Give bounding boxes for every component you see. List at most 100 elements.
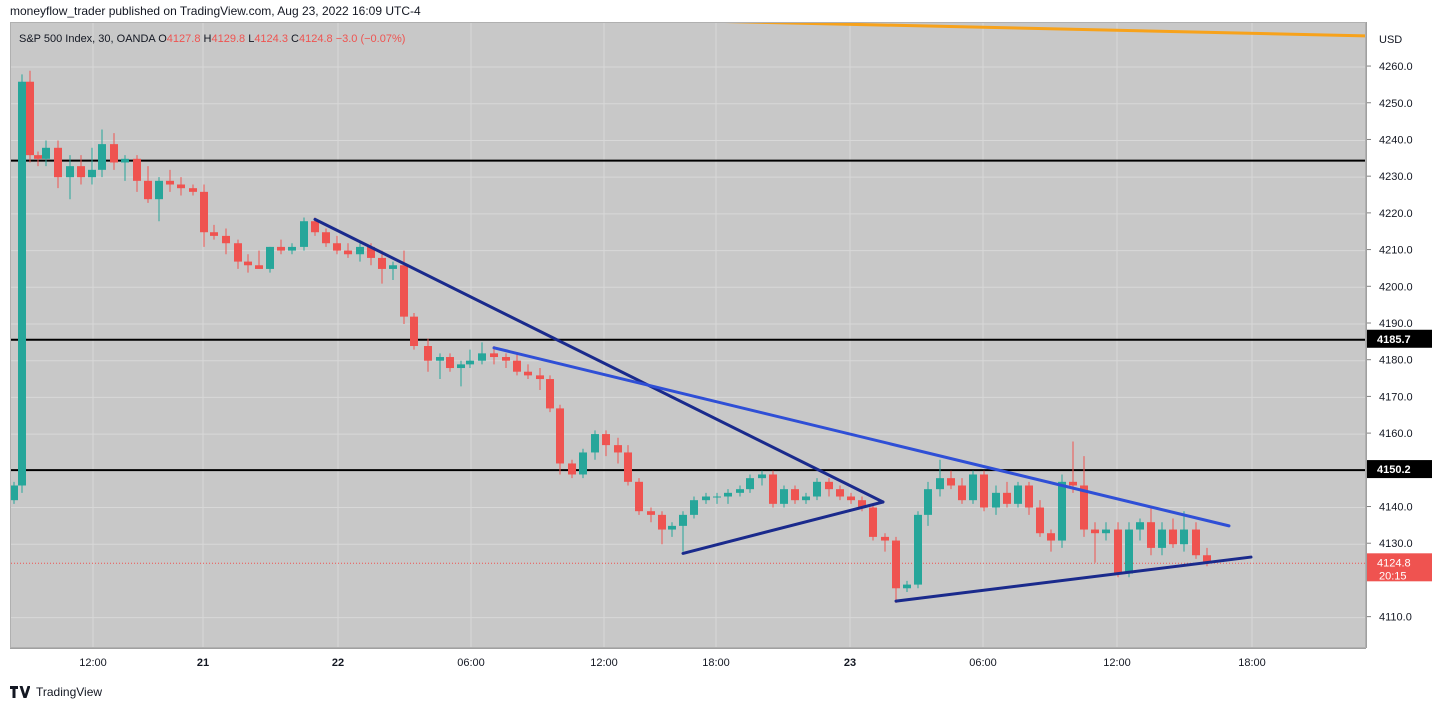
y-tick-label: 4240.0 xyxy=(1379,134,1413,146)
candle-body xyxy=(658,514,666,530)
y-tick-label: 4170.0 xyxy=(1379,391,1413,403)
candle-body xyxy=(668,525,676,530)
candle-body xyxy=(836,489,844,497)
candle-body xyxy=(18,81,26,486)
level-price-label: 4185.7 xyxy=(1377,334,1411,346)
candle-body xyxy=(992,492,1000,508)
footer-brand[interactable]: TradingView xyxy=(10,682,102,702)
candle-body xyxy=(980,474,988,508)
candle-body xyxy=(400,265,408,317)
legend-symbol: S&P 500 Index, 30, OANDA xyxy=(19,33,156,45)
candle-body xyxy=(647,511,655,515)
candle-body xyxy=(936,478,944,490)
candle-body xyxy=(436,357,444,361)
x-tick-label: 12:00 xyxy=(79,657,107,669)
candle-body xyxy=(1003,492,1011,504)
candle-body xyxy=(1014,485,1022,504)
x-tick-label: 18:00 xyxy=(1238,657,1266,669)
candle-body xyxy=(1080,485,1088,530)
candle-body xyxy=(713,496,721,498)
candle-body xyxy=(602,434,610,446)
footer-brand-label: TradingView xyxy=(36,685,103,699)
price-chart[interactable] xyxy=(11,23,1365,647)
candle-body xyxy=(77,166,85,178)
candle-body xyxy=(813,481,821,497)
candle-body xyxy=(244,261,252,266)
x-tick-label: 23 xyxy=(844,657,856,669)
candle-body xyxy=(947,478,955,486)
candle-body xyxy=(300,221,308,247)
candle-body xyxy=(690,500,698,515)
last-price-label: 4124.8 xyxy=(1377,557,1411,569)
candle-body xyxy=(524,371,532,376)
y-tick-label: 4110.0 xyxy=(1379,612,1412,624)
trend-line xyxy=(313,217,885,504)
y-tick-label: 4160.0 xyxy=(1379,428,1413,440)
legend-open-value: 4127.8 xyxy=(166,33,201,45)
chart-legend: S&P 500 Index, 30, OANDA O4127.8 H4129.8… xyxy=(19,33,405,45)
price-axis-svg: USD4110.04130.04140.04150.04160.04170.04… xyxy=(1367,34,1432,624)
legend-low-value: 4124.3 xyxy=(254,33,288,45)
y-tick-label: 4210.0 xyxy=(1379,245,1413,257)
time-axis[interactable]: 12:00 21 22 06:00 12:00 18:00 23 06:00 12:00 18:0… xyxy=(10,648,1366,674)
level-price-label: 4150.2 xyxy=(1377,464,1411,476)
candle-body xyxy=(847,496,855,501)
candle-body xyxy=(1047,533,1055,541)
legend-high-value: 4129.8 xyxy=(211,33,246,45)
x-tick-label: 12:00 xyxy=(590,657,618,669)
candle-body xyxy=(446,357,454,369)
candle-body xyxy=(780,489,788,504)
legend-open-label: O xyxy=(158,33,167,45)
candle-body xyxy=(513,360,521,372)
trend-line xyxy=(492,346,1231,528)
y-tick-label: 4130.0 xyxy=(1379,538,1413,550)
level-price-tag xyxy=(1367,460,1432,479)
candle-body xyxy=(958,485,966,501)
candle-body xyxy=(769,474,777,504)
candle-body xyxy=(1136,522,1144,530)
candle-body xyxy=(277,246,285,251)
chart-plot-area[interactable]: S&P 500 Index, 30, OANDA O4127.8 H4129.8… xyxy=(10,22,1366,648)
candle-body xyxy=(869,507,877,537)
candle-body xyxy=(200,191,208,233)
candle-body xyxy=(614,445,622,453)
candle-body xyxy=(356,246,364,255)
candle-body xyxy=(144,180,152,200)
candle-body xyxy=(457,364,465,369)
x-tick-label: 06:00 xyxy=(969,657,997,669)
candle-body xyxy=(378,257,386,269)
candle-body xyxy=(858,500,866,508)
candle-body xyxy=(1091,529,1099,534)
candle-body xyxy=(1169,529,1177,545)
candle-body xyxy=(502,357,510,361)
bar-countdown-label: 20:15 xyxy=(1379,570,1407,582)
candle-body xyxy=(1114,529,1122,574)
candle-body xyxy=(466,360,474,365)
candle-body xyxy=(914,514,922,585)
candle-body xyxy=(34,155,42,159)
candle-body xyxy=(311,221,319,233)
candle-body xyxy=(892,540,900,589)
candle-body xyxy=(1036,507,1044,534)
candle-body xyxy=(624,452,632,482)
candle-body xyxy=(54,147,62,178)
candle-body xyxy=(924,489,932,515)
y-tick-label: 4250.0 xyxy=(1379,98,1413,110)
candle-body xyxy=(344,250,352,255)
trend-line xyxy=(681,500,885,555)
legend-low-label: L xyxy=(248,33,255,45)
price-axis[interactable]: USD4110.04130.04140.04150.04160.04170.04… xyxy=(1366,22,1432,648)
trend-line xyxy=(724,23,1365,38)
candle-body xyxy=(177,184,185,189)
y-tick-label: 4180.0 xyxy=(1379,355,1413,367)
candle-body xyxy=(166,180,174,185)
candle-body xyxy=(121,158,129,163)
candle-body xyxy=(536,375,544,380)
candle-body xyxy=(98,144,106,170)
candle-body xyxy=(568,463,576,475)
candle-body xyxy=(1069,481,1077,486)
candle-body xyxy=(1192,529,1200,556)
candle-body xyxy=(881,536,889,541)
candle-body xyxy=(724,492,732,497)
candle-body xyxy=(110,144,118,163)
